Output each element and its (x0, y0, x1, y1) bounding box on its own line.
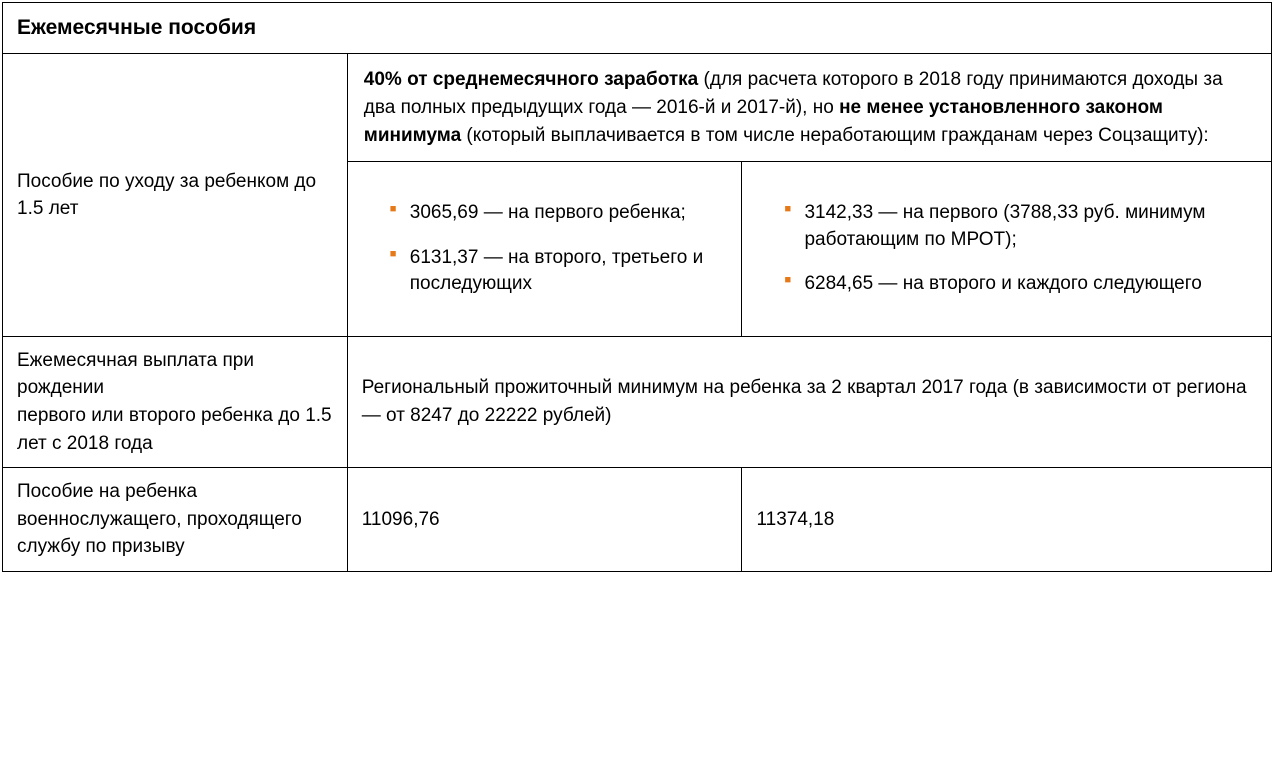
bullet-list-right: 3142,33 — на первого (3788,33 руб. миним… (756, 172, 1257, 326)
row1-list-left-cell: 3065,69 — на первого ребенка; 6131,37 — … (347, 162, 742, 337)
row3-value-right: 11374,18 (742, 468, 1272, 572)
row1-label: Пособие по уходу за ребенком до 1.5 лет (3, 54, 348, 336)
row1-list-right-cell: 3142,33 — на первого (3788,33 руб. миним… (742, 162, 1272, 337)
benefits-table: Ежемесячные пособия Пособие по уходу за … (2, 2, 1272, 572)
row2-label: Ежемесячная выплата при рождениипервого … (3, 336, 348, 467)
row3-value-left: 11096,76 (347, 468, 742, 572)
table-header: Ежемесячные пособия (3, 3, 1272, 54)
desc-bold-1: 40% от среднемесячного заработка (364, 69, 699, 90)
list-item: 6284,65 — на второго и каждого следующег… (784, 271, 1257, 298)
row2-value: Региональный прожиточный минимум на ребе… (347, 336, 1271, 467)
row1-description: 40% от среднемесячного заработка (для ра… (347, 54, 1271, 162)
row3-label: Пособие на ребенка военнослужащего, прох… (3, 468, 348, 572)
bullet-list-left: 3065,69 — на первого ребенка; 6131,37 — … (362, 172, 728, 326)
list-item: 3142,33 — на первого (3788,33 руб. миним… (784, 200, 1257, 253)
list-item: 6131,37 — на второго, третьего и последу… (390, 245, 728, 298)
desc-plain-2: (который выплачивается в том числе нераб… (461, 125, 1209, 146)
list-item: 3065,69 — на первого ребенка; (390, 200, 728, 227)
